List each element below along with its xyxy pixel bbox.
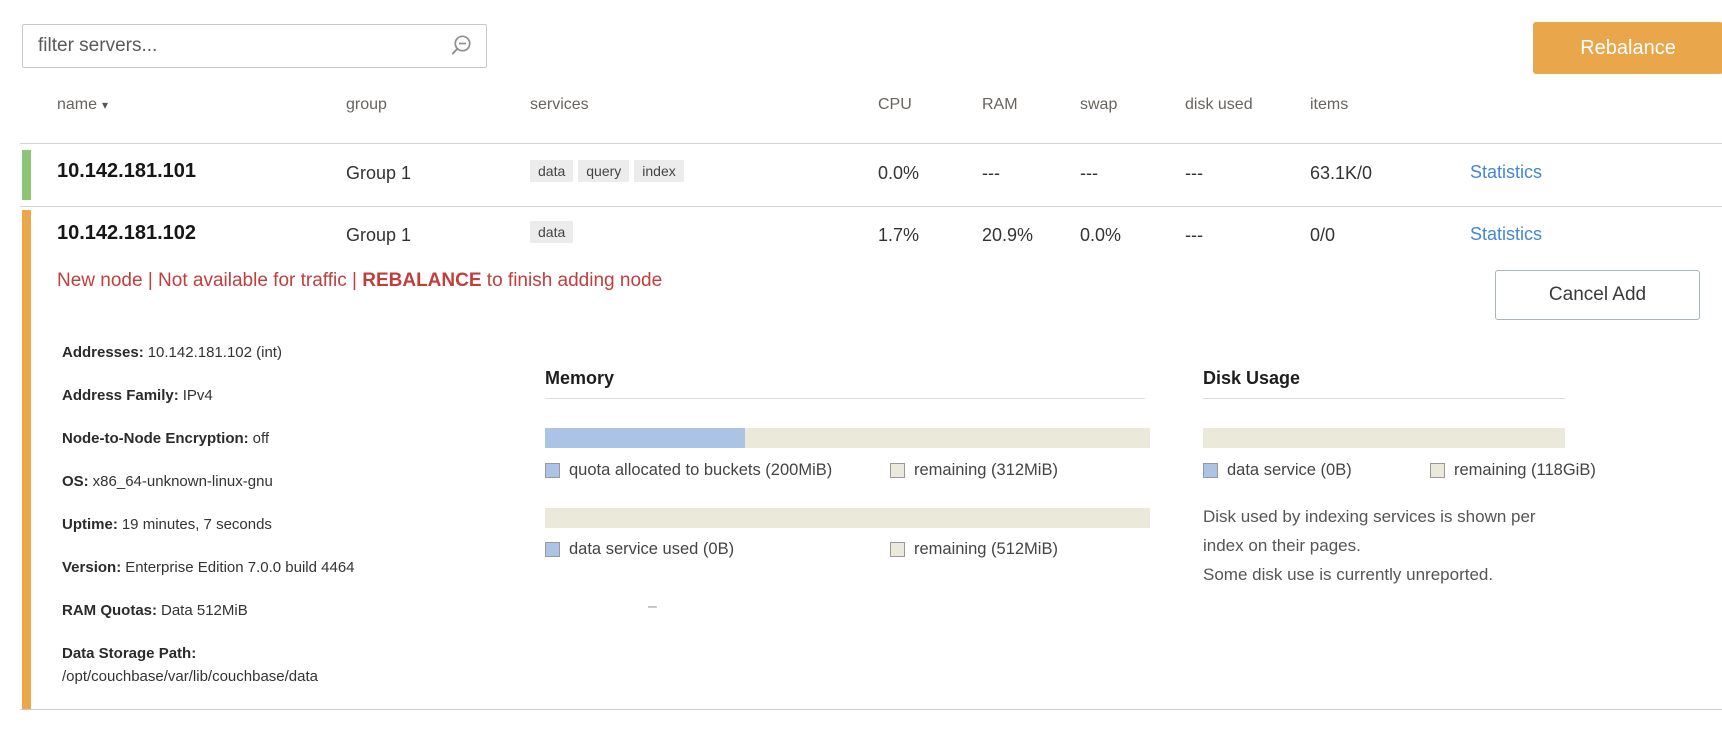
column-header-name[interactable]: name ▾	[57, 96, 109, 113]
server-name: 10.142.181.101	[57, 160, 197, 182]
warning-prefix: New node | Not available for traffic |	[57, 270, 363, 291]
legend-data-service-remaining: remaining (512MiB)	[890, 540, 1058, 559]
memory-quota-gauge	[545, 428, 1150, 448]
ram-value: ---	[982, 163, 1000, 183]
legend-disk-data-service: data service (0B)	[1203, 461, 1352, 480]
disk-note-line1: Disk used by indexing services is shown …	[1203, 507, 1536, 555]
detail-ram-quotas: RAM Quotas: Data 512MiB	[62, 602, 248, 619]
service-badge-data: data	[530, 160, 574, 182]
service-badge-query: query	[578, 160, 630, 182]
detail-storage-path-label: Data Storage Path:	[62, 645, 197, 662]
legend-swatch-used	[545, 542, 560, 557]
swap-value: ---	[1080, 163, 1098, 183]
items-value: 0/0	[1310, 225, 1336, 245]
statistics-link[interactable]: Statistics	[1470, 224, 1543, 244]
detail-node-encryption: Node-to-Node Encryption: off	[62, 430, 270, 447]
bottom-divider	[20, 709, 1722, 710]
service-badges: data	[530, 221, 574, 243]
legend-swatch-used	[1203, 463, 1218, 478]
collapsed-section-dash: –	[648, 598, 657, 615]
disk-used-value: ---	[1185, 225, 1203, 245]
memory-data-service-gauge	[545, 508, 1150, 528]
legend-swatch-remaining	[890, 463, 905, 478]
column-header-group: group	[346, 96, 387, 113]
detail-os: OS: x86_64-unknown-linux-gnu	[62, 473, 273, 490]
filter-servers-box	[22, 24, 487, 68]
disk-usage-section-title: Disk Usage	[1203, 368, 1301, 388]
cancel-add-button[interactable]: Cancel Add	[1495, 270, 1700, 320]
legend-swatch-remaining	[1430, 463, 1445, 478]
service-badge-index: index	[634, 160, 684, 182]
node-status-bar-healthy	[22, 150, 31, 200]
new-node-warning: New node | Not available for traffic | R…	[57, 270, 662, 292]
column-header-swap: swap	[1080, 96, 1118, 113]
server-row-102-expanded[interactable]: 10.142.181.102 Group 1 data 1.7% 20.9% 0…	[0, 206, 1722, 710]
swap-value: 0.0%	[1080, 225, 1122, 245]
statistics-link[interactable]: Statistics	[1470, 162, 1543, 182]
server-group: Group 1	[346, 225, 412, 245]
items-value: 63.1K/0	[1310, 163, 1373, 183]
filter-servers-input[interactable]	[38, 35, 448, 57]
legend-data-service-used: data service used (0B)	[545, 540, 734, 559]
server-row-101[interactable]: 10.142.181.101 Group 1 data query index …	[0, 143, 1722, 206]
header-divider	[20, 143, 1722, 144]
detail-address-family: Address Family: IPv4	[62, 387, 213, 404]
search-icon	[451, 35, 471, 55]
column-header-services: services	[530, 96, 589, 113]
detail-uptime: Uptime: 19 minutes, 7 seconds	[62, 516, 272, 533]
detail-storage-path-value: /opt/couchbase/var/lib/couchbase/data	[62, 668, 319, 685]
sort-desc-icon: ▾	[102, 98, 109, 112]
ram-value: 20.9%	[982, 225, 1034, 245]
detail-addresses: Addresses: 10.142.181.102 (int)	[62, 344, 282, 361]
cpu-value: 0.0%	[878, 163, 920, 183]
detail-version: Version: Enterprise Edition 7.0.0 build 4…	[62, 559, 355, 576]
column-header-ram: RAM	[982, 96, 1018, 113]
legend-swatch-used	[545, 463, 560, 478]
legend-quota-allocated: quota allocated to buckets (200MiB)	[545, 461, 832, 480]
memory-section-title: Memory	[545, 368, 615, 388]
warning-rebalance-keyword: REBALANCE	[362, 270, 482, 291]
disk-usage-note: Disk used by indexing services is shown …	[1203, 502, 1553, 589]
disk-note-line2: Some disk use is currently unreported.	[1203, 565, 1494, 584]
server-name: 10.142.181.102	[57, 222, 197, 244]
legend-quota-remaining: remaining (312MiB)	[890, 461, 1058, 480]
legend-disk-remaining: remaining (118GiB)	[1430, 461, 1596, 480]
disk-usage-gauge	[1203, 428, 1565, 448]
node-status-bar-pending	[22, 210, 31, 710]
warning-suffix: to finish adding node	[481, 270, 663, 291]
rebalance-button[interactable]: Rebalance	[1533, 22, 1722, 74]
column-header-items: items	[1310, 96, 1349, 113]
server-group: Group 1	[346, 163, 412, 183]
disk-used-value: ---	[1185, 163, 1203, 183]
disk-title-rule	[1203, 398, 1565, 399]
row-divider	[20, 206, 1722, 207]
memory-quota-gauge-fill	[545, 428, 745, 448]
service-badges: data query index	[530, 160, 684, 182]
column-header-cpu: CPU	[878, 96, 912, 113]
cpu-value: 1.7%	[878, 225, 920, 245]
column-header-disk-used: disk used	[1185, 96, 1253, 113]
legend-swatch-remaining	[890, 542, 905, 557]
service-badge-data: data	[530, 221, 574, 243]
memory-title-rule	[545, 398, 1145, 399]
